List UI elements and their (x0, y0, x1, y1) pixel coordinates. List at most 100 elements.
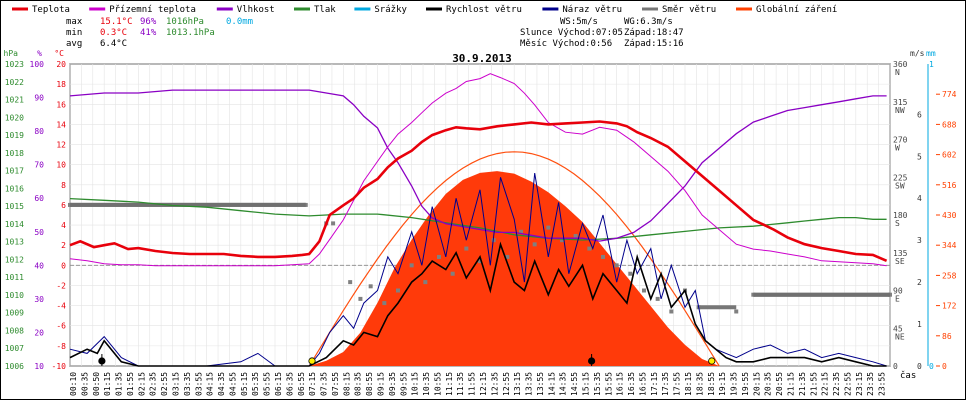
x-axis-tick: 19:55 (741, 372, 750, 396)
x-axis-tick: 20:35 (764, 372, 773, 396)
humidity-axis-tick: 100 (30, 60, 45, 69)
rain-axis-tick: 1 (929, 60, 934, 69)
x-axis-tick: 08:35 (354, 372, 363, 396)
rain-axis-unit: mm (926, 49, 936, 58)
pressure-axis-tick: 1015 (5, 202, 24, 211)
wind-direction-point (587, 246, 592, 251)
x-axis-tick: 21:15 (787, 372, 796, 396)
wind-direction-point (546, 225, 551, 230)
legend-label-6: Náraz větru (562, 5, 622, 15)
x-axis-tick: 16:55 (638, 372, 647, 396)
wind-direction-point (368, 284, 373, 289)
pressure-axis-tick: 1009 (5, 309, 24, 318)
x-axis-tick: 21:35 (798, 372, 807, 396)
pressure-axis-tick: 1017 (5, 167, 24, 176)
moonrise-marker (98, 357, 106, 365)
temperature-axis-tick: -8 (56, 342, 66, 351)
legend: Teplota Přízemní teplota Vlhkost Tlak Srážky… (12, 5, 837, 15)
x-axis-tick: 07:15 (308, 372, 317, 396)
temperature-axis-tick: 16 (56, 100, 66, 109)
legend-label-2: Vlhkost (237, 5, 275, 15)
axes: 1023102210211020101910181017101610151014… (4, 49, 957, 396)
pressure-axis-tick: 1012 (5, 255, 24, 264)
x-axis-tick: 18:55 (707, 372, 716, 396)
temperature-axis-tick: -4 (56, 302, 66, 311)
pressure-axis-tick: 1010 (5, 291, 24, 300)
direction-label: W (895, 144, 900, 153)
temperature-axis-tick: 14 (56, 120, 66, 129)
wind-direction-point (382, 301, 387, 306)
direction-label: SE (895, 257, 905, 266)
pressure-axis-tick: 1006 (5, 362, 24, 371)
x-axis-tick: 01:55 (126, 372, 135, 396)
temperature-axis-tick: 0 (61, 261, 66, 270)
direction-label: NE (895, 332, 905, 341)
direction-axis-tick: 225 (893, 173, 908, 182)
humidity-axis-unit: % (37, 49, 42, 58)
wind-axis-tick: 3 (917, 236, 922, 245)
x-axis-tick: 06:55 (297, 372, 306, 396)
stats-max-press: 1016hPa (166, 17, 204, 27)
plot-area (68, 63, 892, 367)
radiation-axis-tick: 258 (942, 271, 957, 280)
info-sun-set: Západ:18:47 (624, 28, 684, 38)
x-axis-tick: 10:35 (422, 372, 431, 396)
legend-label-8: Globální záření (756, 5, 837, 15)
wind-direction-point (614, 263, 619, 268)
x-axis-tick: 07:35 (320, 372, 329, 396)
temperature-axis-tick: 12 (56, 141, 66, 150)
x-axis-tick: 15:35 (593, 372, 602, 396)
pressure-axis-tick: 1014 (5, 220, 24, 229)
pressure-axis-tick: 1018 (5, 149, 24, 158)
x-axis-tick: 15:55 (604, 372, 613, 396)
humidity-axis-tick: 90 (34, 94, 44, 103)
x-axis-tick: 22:55 (843, 372, 852, 396)
x-axis-tick: 07:55 (331, 372, 340, 396)
x-axis-tick: 02:55 (160, 372, 169, 396)
stats-min-temp: 0.3°C (100, 28, 127, 38)
x-axis-tick: 17:55 (673, 372, 682, 396)
wind-direction-point (478, 259, 482, 264)
x-axis-tick: 18:35 (695, 372, 704, 396)
info-ws: WS:5m/s (560, 17, 598, 27)
x-axis-tick: 03:15 (172, 372, 181, 396)
wind-direction-point (532, 242, 537, 247)
series-ground-temperature (69, 73, 887, 267)
x-axis-tick: 05:15 (240, 372, 249, 396)
x-axis-tick: 23:35 (866, 372, 875, 396)
wind-direction-point (601, 254, 605, 259)
wind-direction-point (519, 229, 523, 234)
radiation-axis-tick: 774 (942, 90, 957, 99)
series-temperature (69, 120, 888, 262)
wind-axis-unit: m/s (910, 49, 925, 58)
stats-max-hum: 96% (140, 17, 157, 27)
pressure-axis-tick: 1008 (5, 326, 24, 335)
wind-direction-point (642, 288, 646, 293)
pressure-axis-tick: 1020 (5, 113, 24, 122)
stats-max-temp: 15.1°C (100, 17, 133, 27)
astro-info: WS:5m/s WG:6.3m/s Slunce Východ:07:05 Zá… (520, 17, 684, 49)
legend-label-3: Tlak (314, 5, 336, 15)
radiation-axis-tick: 172 (942, 302, 957, 311)
stats-min-label: min (66, 28, 82, 38)
x-axis-tick: 23:55 (878, 372, 887, 396)
temperature-axis-tick: 20 (56, 60, 66, 69)
x-axis-tick: 09:55 (399, 372, 408, 396)
legend-label-0: Teplota (32, 5, 70, 15)
legend-label-4: Srážky (374, 5, 407, 15)
radiation-axis-tick: 344 (942, 241, 957, 250)
radiation-axis-tick: 430 (942, 211, 957, 220)
legend-label-1: Přízemní teplota (109, 5, 196, 15)
x-axis-tick: 19:35 (730, 372, 739, 396)
direction-label: E (895, 295, 900, 304)
x-axis-tick: 11:35 (456, 372, 465, 396)
x-axis-tick: 15:15 (582, 372, 591, 396)
series-humidity (69, 89, 887, 242)
wind-direction-point (409, 263, 414, 268)
radiation-axis-tick: 0 (942, 362, 947, 371)
temperature-axis-tick: 2 (61, 241, 66, 250)
wind-axis-tick: 5 (917, 152, 922, 161)
x-axis-tick: 04:15 (206, 372, 215, 396)
direction-axis-tick: 0 (893, 362, 898, 371)
